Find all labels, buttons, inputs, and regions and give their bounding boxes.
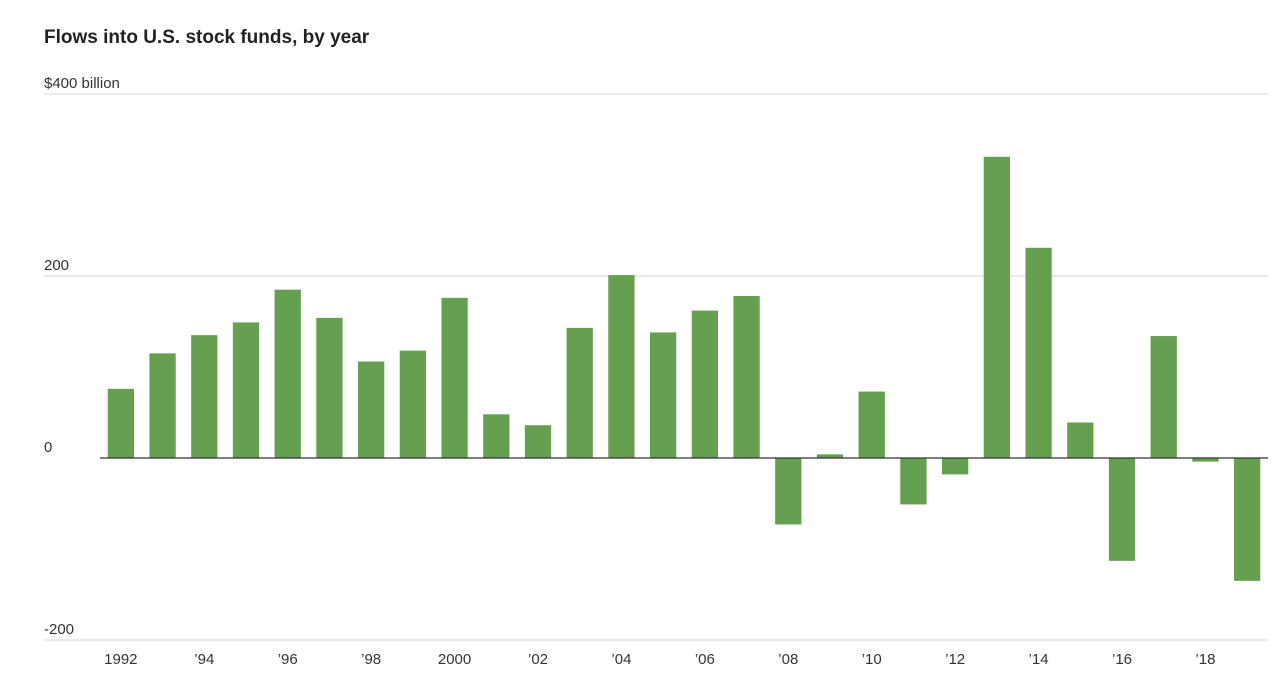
bar-2011 bbox=[900, 458, 927, 505]
x-tick-label: ’06 bbox=[695, 651, 715, 668]
x-tick-label: ’02 bbox=[528, 651, 548, 668]
x-tick-label: ’04 bbox=[611, 651, 631, 668]
bar-1995 bbox=[232, 322, 260, 458]
x-tick-label: ’94 bbox=[194, 651, 214, 668]
y-tick-labels: $400 billion 200 0 -200 bbox=[44, 75, 120, 638]
bar-1997 bbox=[316, 317, 343, 458]
bar-1998 bbox=[358, 361, 385, 458]
bar-1993 bbox=[149, 353, 176, 458]
x-tick-labels: 1992 ’94 ’96 ’98 2000 ’02 ’04 ’06 ’08 ’10 ’12 ’14 ’1… bbox=[104, 651, 1215, 668]
x-tick-label: ’98 bbox=[361, 651, 381, 668]
bar-2013 bbox=[983, 156, 1010, 459]
bar-2006 bbox=[691, 310, 718, 458]
y-tick-label: 200 bbox=[44, 257, 69, 274]
bar-2008 bbox=[775, 458, 802, 525]
y-tick-label: -200 bbox=[44, 621, 74, 638]
bar-2017 bbox=[1150, 336, 1177, 458]
bars bbox=[107, 156, 1261, 581]
bar-2012 bbox=[942, 458, 969, 475]
bar-1994 bbox=[191, 335, 218, 458]
x-tick-label: ’14 bbox=[1029, 651, 1049, 668]
bar-2016 bbox=[1108, 458, 1136, 561]
bar-2001 bbox=[483, 414, 510, 458]
y-tick-label: $400 billion bbox=[44, 75, 120, 92]
x-tick-label: 2000 bbox=[438, 651, 471, 668]
x-tick-label: ’10 bbox=[862, 651, 882, 668]
bar-2014 bbox=[1025, 247, 1052, 458]
x-tick-label: ’18 bbox=[1195, 651, 1215, 668]
bar-2015 bbox=[1067, 422, 1094, 458]
bar-2007 bbox=[733, 296, 760, 458]
bar-2002 bbox=[524, 425, 552, 458]
bar-2010 bbox=[858, 391, 885, 458]
bar-2003 bbox=[566, 327, 593, 458]
y-tick-label: 0 bbox=[44, 439, 52, 456]
bar-1996 bbox=[274, 289, 301, 458]
chart-title: Flows into U.S. stock funds, by year bbox=[44, 27, 370, 48]
bar-2009 bbox=[816, 454, 844, 458]
bar-2004 bbox=[608, 275, 635, 458]
x-tick-label: ’16 bbox=[1112, 651, 1132, 668]
x-tick-label: 1992 bbox=[104, 651, 137, 668]
bar-1992 bbox=[107, 388, 134, 458]
bar-2018 bbox=[1192, 458, 1219, 462]
bar-2019 bbox=[1234, 458, 1261, 581]
bar-2005 bbox=[650, 332, 677, 458]
gridlines bbox=[44, 93, 1268, 641]
x-tick-label: ’96 bbox=[278, 651, 298, 668]
bar-1999 bbox=[399, 350, 426, 458]
x-tick-label: ’12 bbox=[945, 651, 965, 668]
bar-2000 bbox=[441, 297, 468, 458]
x-tick-label: ’08 bbox=[778, 651, 798, 668]
